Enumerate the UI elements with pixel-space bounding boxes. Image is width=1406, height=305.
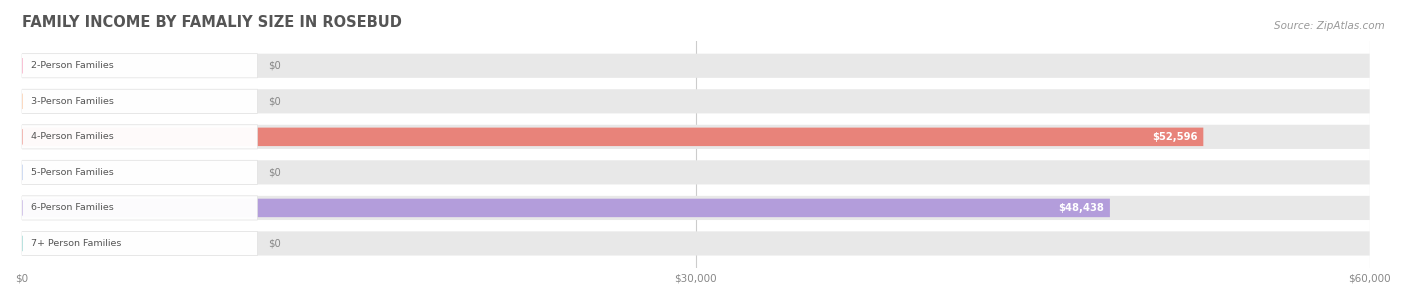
FancyBboxPatch shape — [21, 160, 1369, 185]
FancyBboxPatch shape — [21, 89, 1369, 113]
FancyBboxPatch shape — [21, 125, 257, 149]
Text: $0: $0 — [269, 239, 281, 249]
Text: $52,596: $52,596 — [1153, 132, 1198, 142]
FancyBboxPatch shape — [21, 54, 1369, 78]
FancyBboxPatch shape — [21, 196, 257, 220]
Text: $0: $0 — [269, 96, 281, 106]
Text: $48,438: $48,438 — [1059, 203, 1105, 213]
Text: 4-Person Families: 4-Person Families — [31, 132, 114, 141]
FancyBboxPatch shape — [21, 231, 257, 256]
FancyBboxPatch shape — [21, 160, 257, 185]
Text: $0: $0 — [269, 167, 281, 178]
Text: 3-Person Families: 3-Person Families — [31, 97, 114, 106]
FancyBboxPatch shape — [21, 127, 1204, 146]
FancyBboxPatch shape — [21, 89, 257, 113]
Text: 6-Person Families: 6-Person Families — [31, 203, 114, 212]
Text: $0: $0 — [269, 61, 281, 71]
Text: 2-Person Families: 2-Person Families — [31, 61, 114, 70]
Text: 7+ Person Families: 7+ Person Families — [31, 239, 121, 248]
FancyBboxPatch shape — [21, 196, 1369, 220]
Text: Source: ZipAtlas.com: Source: ZipAtlas.com — [1274, 21, 1385, 31]
Text: FAMILY INCOME BY FAMALIY SIZE IN ROSEBUD: FAMILY INCOME BY FAMALIY SIZE IN ROSEBUD — [21, 15, 402, 30]
FancyBboxPatch shape — [21, 199, 1109, 217]
Text: 5-Person Families: 5-Person Families — [31, 168, 114, 177]
FancyBboxPatch shape — [21, 54, 257, 78]
FancyBboxPatch shape — [21, 231, 1369, 256]
FancyBboxPatch shape — [21, 125, 1369, 149]
